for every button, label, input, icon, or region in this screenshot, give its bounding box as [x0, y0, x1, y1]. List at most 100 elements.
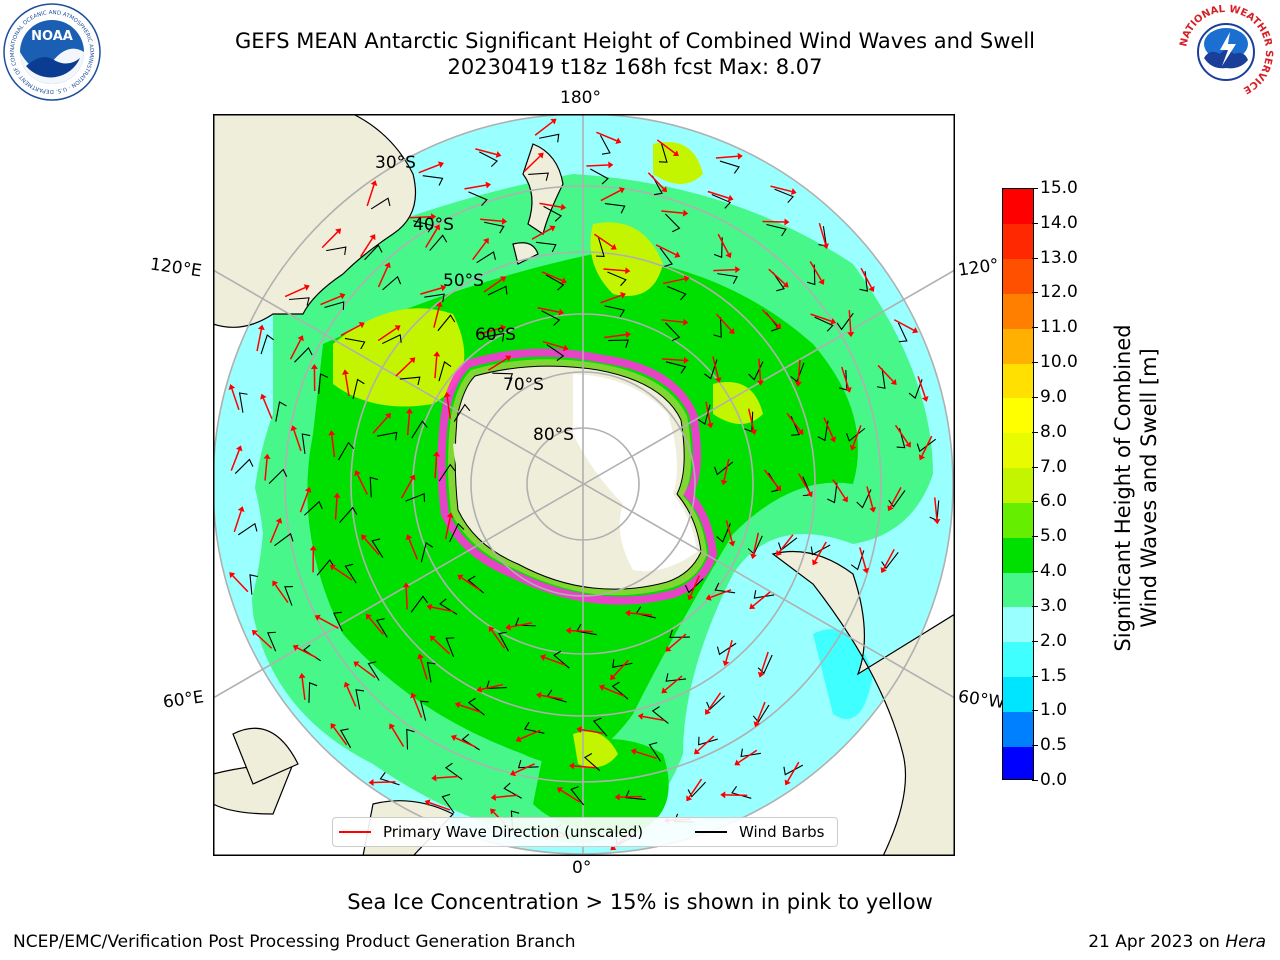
wave-arrow-head	[790, 188, 797, 195]
colorbar-segment	[1003, 537, 1033, 573]
wind-barb	[294, 346, 313, 363]
wave-arrow-head	[687, 594, 694, 601]
wave-arrow	[603, 687, 625, 697]
wave-arrow	[787, 761, 800, 782]
wave-arrow-head	[505, 355, 512, 362]
wave-arrow-head	[598, 684, 605, 691]
wave-arrow	[933, 497, 938, 520]
wave-arrow	[762, 220, 785, 223]
wave-arrow	[603, 268, 626, 272]
wave-arrow	[852, 425, 862, 447]
wind-barb	[364, 244, 383, 261]
wave-arrow-head	[750, 553, 757, 560]
footer-branch: NCEP/EMC/Verification Post Processing Pr…	[13, 932, 576, 952]
wave-arrow	[372, 416, 389, 434]
wave-arrow	[356, 474, 368, 495]
wave-arrow-head	[869, 506, 877, 513]
wind-barb	[528, 172, 549, 181]
wave-arrow-head	[369, 234, 376, 241]
wave-arrow-head	[562, 344, 569, 352]
wave-arrow-head	[429, 635, 436, 642]
wind-barb	[651, 175, 663, 196]
wave-arrow	[487, 357, 508, 371]
wave-legend-label: Primary Wave Direction (unscaled)	[383, 823, 644, 841]
wind-barb	[410, 595, 428, 613]
wind-barb	[757, 654, 773, 675]
wave-arrow-head	[424, 799, 431, 806]
wave-arrow-head	[329, 564, 336, 571]
wave-arrow	[894, 424, 909, 444]
wave-arrow-head	[784, 779, 791, 786]
wave-arrow-head	[358, 322, 365, 329]
wave-arrow	[705, 401, 711, 424]
wave-arrow-head	[620, 292, 626, 299]
wave-arrow	[647, 172, 665, 190]
wave-arrow-head	[433, 351, 441, 357]
wave-arrow	[436, 775, 459, 779]
wave-arrow	[483, 278, 503, 293]
wind-barb	[441, 793, 455, 814]
wind-barb	[658, 142, 668, 163]
wave-arrow	[893, 319, 915, 331]
lat-label-60s: 60°S	[475, 325, 516, 345]
wind-barb	[664, 213, 681, 233]
wind-barb	[275, 401, 287, 422]
wave-arrow-head	[251, 629, 258, 636]
wave-arrow-head	[549, 225, 556, 232]
wind-barb	[420, 542, 434, 563]
wave-arrow-head	[749, 603, 756, 610]
wind-barb	[713, 317, 722, 338]
wave-arrow-head	[410, 692, 417, 699]
wave-arrow	[537, 307, 560, 313]
wind-barb	[665, 673, 687, 682]
wave-arrow	[841, 366, 850, 389]
chart-subtitle: 20230419 t18z 168h fcst Max: 8.07	[447, 55, 823, 79]
wave-arrow	[472, 241, 487, 261]
lon-label-left-lower: 60°E	[161, 687, 206, 713]
wind-barb	[339, 728, 352, 749]
wave-arrow-head	[565, 627, 571, 635]
wave-arrow	[612, 659, 629, 677]
wave-arrow-head	[782, 281, 789, 288]
wave-arrow-head	[482, 237, 489, 245]
wave-arrow-head	[263, 453, 271, 460]
wind-barb	[766, 223, 787, 237]
wave-arrow-head	[539, 654, 546, 661]
wave-arrow-head	[405, 408, 413, 414]
wind-barb	[665, 322, 681, 342]
lat-label-40s: 40°S	[413, 215, 454, 235]
wave-arrow	[433, 306, 440, 328]
wave-arrow	[707, 692, 722, 712]
noaa-logo: NATIONAL OCEANIC AND ATMOSPHERIC ADMINIS…	[2, 2, 101, 101]
wind-barb	[267, 631, 277, 652]
wave-arrow	[232, 575, 249, 593]
wave-arrow-head	[550, 118, 557, 125]
colorbar	[1002, 188, 1034, 780]
wave-arrow	[405, 587, 408, 610]
map-frame	[213, 114, 955, 856]
wind-barb	[711, 194, 732, 209]
wave-arrow	[832, 479, 846, 499]
wave-arrow-head	[235, 445, 243, 452]
wave-arrow-head	[535, 691, 542, 699]
wave-arrow	[668, 633, 687, 649]
colorbar-segment	[1003, 189, 1033, 225]
colorbar-tick-label: 0.5	[1031, 735, 1068, 756]
wave-arrow-head	[818, 278, 825, 285]
wave-arrow	[431, 606, 454, 613]
wave-arrow-head	[753, 721, 761, 728]
wave-arrow	[334, 497, 338, 520]
wave-arrow-head	[292, 644, 299, 651]
wave-arrow-head	[303, 284, 310, 291]
wind-barb	[483, 332, 505, 342]
colorbar-segment	[1003, 572, 1033, 608]
wave-arrow	[560, 789, 581, 803]
wave-arrow-head	[431, 774, 437, 782]
wind-barb	[449, 522, 465, 543]
wave-arrow-head	[490, 808, 497, 815]
wind-barb	[498, 631, 509, 652]
wave-arrow	[600, 189, 621, 202]
wave-arrow	[860, 267, 873, 288]
wave-arrow	[391, 727, 405, 747]
wave-arrow	[481, 683, 503, 691]
